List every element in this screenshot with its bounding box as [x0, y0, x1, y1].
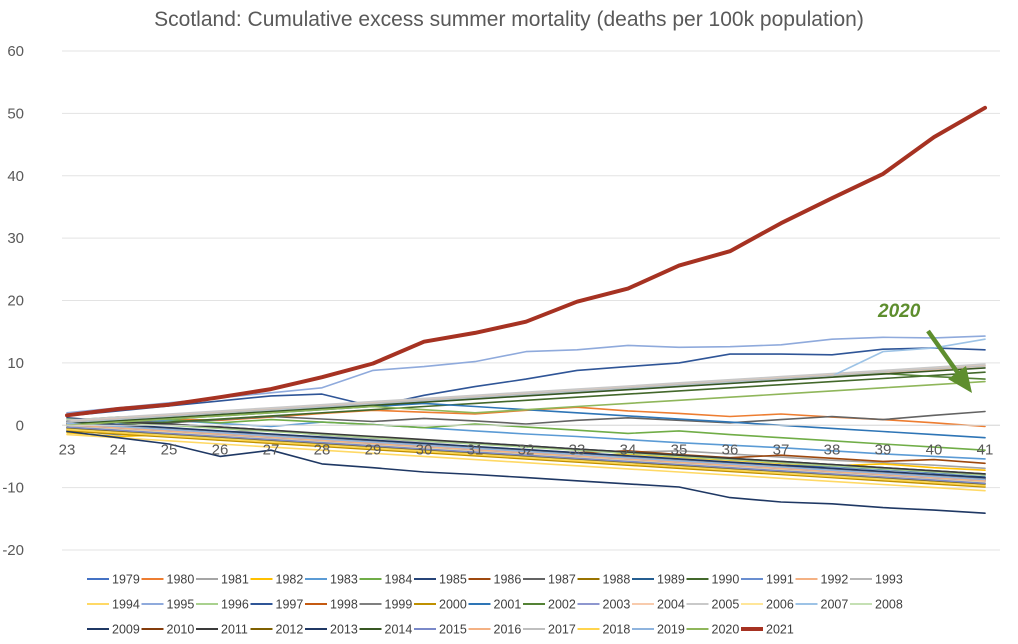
- x-tick-label: 26: [212, 441, 229, 458]
- legend-label-1988: 1988: [603, 573, 631, 587]
- legend-label-2018: 2018: [603, 623, 631, 637]
- legend-label-2000: 2000: [439, 598, 467, 612]
- y-axis-ticks: -20 -10 0 10 20 30 40 50 60: [2, 43, 24, 559]
- x-tick-label: 24: [110, 441, 127, 458]
- legend-label-2003: 2003: [603, 598, 631, 612]
- y-tick-label: -10: [2, 480, 24, 497]
- series-line-2015: [66, 426, 986, 485]
- series-line-2009: [66, 430, 986, 515]
- legend-label-1989: 1989: [657, 573, 685, 587]
- x-tick-label: 23: [59, 441, 76, 458]
- legend-label-1985: 1985: [439, 573, 467, 587]
- legend-label-2016: 2016: [494, 623, 522, 637]
- x-tick-label: 34: [620, 441, 637, 458]
- series-line-1996: [66, 418, 986, 476]
- legend-label-1995: 1995: [167, 598, 195, 612]
- x-tick-label: 38: [824, 441, 841, 458]
- series-line-2016: [66, 423, 986, 482]
- series-line-1990: [66, 371, 986, 426]
- series-lines: [65, 105, 987, 515]
- x-tick-label: 25: [161, 441, 178, 458]
- x-axis-ticks: 23 24 25 26 27 28 29 30 31 32 33 34 35 36 37 38 39 40 41: [59, 441, 994, 458]
- series-line-1997: [66, 347, 986, 417]
- y-tick-label: 20: [7, 293, 24, 310]
- legend-label-1990: 1990: [712, 573, 740, 587]
- x-tick-label: 27: [263, 441, 280, 458]
- x-tick-label: 30: [416, 441, 433, 458]
- series-line-1994: [66, 433, 986, 492]
- legend-label-2001: 2001: [494, 598, 522, 612]
- y-tick-label: 50: [7, 105, 24, 122]
- x-tick-label: 37: [773, 441, 790, 458]
- legend-label-2004: 2004: [657, 598, 685, 612]
- y-tick-label: 30: [7, 230, 24, 247]
- legend-label-2021: 2021: [766, 623, 794, 637]
- series-line-2005: [66, 363, 986, 422]
- series-line-2017: [66, 365, 986, 423]
- annotation-arrowhead: [948, 366, 972, 393]
- legend-label-1998: 1998: [330, 598, 358, 612]
- legend-label-1983: 1983: [330, 573, 358, 587]
- y-tick-label: 10: [7, 355, 24, 372]
- y-tick-label: 0: [16, 417, 24, 434]
- legend-label-1987: 1987: [548, 573, 576, 587]
- legend-label-1996: 1996: [221, 598, 249, 612]
- legend-label-2020: 2020: [712, 623, 740, 637]
- legend-label-2019: 2019: [657, 623, 685, 637]
- legend-label-2007: 2007: [821, 598, 849, 612]
- legend-label-2005: 2005: [712, 598, 740, 612]
- annotation-arrow: [926, 329, 962, 378]
- series-line-2013: [66, 420, 986, 479]
- legend-label-1986: 1986: [494, 573, 522, 587]
- legend-label-1999: 1999: [385, 598, 413, 612]
- x-tick-label: 28: [314, 441, 331, 458]
- y-tick-label: 60: [7, 43, 24, 60]
- series-line-1984: [66, 416, 986, 452]
- legend-label-2002: 2002: [548, 598, 576, 612]
- legend-label-1982: 1982: [276, 573, 304, 587]
- series-line-2020: [66, 380, 986, 427]
- legend-label-2010: 2010: [167, 623, 195, 637]
- y-tick-label: 40: [7, 168, 24, 185]
- legend-label-2013: 2013: [330, 623, 358, 637]
- x-tick-label: 31: [467, 441, 484, 458]
- legend-label-2015: 2015: [439, 623, 467, 637]
- legend-label-1997: 1997: [276, 598, 304, 612]
- x-tick-label: 29: [365, 441, 382, 458]
- legend-label-2006: 2006: [766, 598, 794, 612]
- annotation-label: 2020: [877, 301, 921, 322]
- legend-label-1993: 1993: [875, 573, 903, 587]
- series-line-2018: [66, 428, 986, 487]
- series-line-2014: [66, 367, 986, 425]
- legend: 1979 1980 1981 1982 1983 1984 1985 1986 1987 1988…: [87, 573, 903, 637]
- legend-label-2012: 2012: [276, 623, 304, 637]
- annotation: 2020: [877, 301, 972, 393]
- x-tick-label: 35: [671, 441, 688, 458]
- legend-label-1984: 1984: [385, 573, 413, 587]
- series-line-2000: [66, 430, 986, 488]
- legend-label-2008: 2008: [875, 598, 903, 612]
- legend-label-1979: 1979: [112, 573, 140, 587]
- series-line-2011: [66, 421, 986, 475]
- legend-label-1980: 1980: [167, 573, 195, 587]
- legend-label-1981: 1981: [221, 573, 249, 587]
- legend-label-2011: 2011: [221, 623, 248, 637]
- series-line-2019: [66, 422, 986, 481]
- legend-label-1992: 1992: [821, 573, 849, 587]
- legend-label-2017: 2017: [548, 623, 576, 637]
- legend-label-2014: 2014: [385, 623, 413, 637]
- x-tick-label: 32: [518, 441, 535, 458]
- chart-title: Scotland: Cumulative excess summer morta…: [154, 8, 864, 31]
- series-line-2021: [65, 105, 987, 418]
- legend-label-2009: 2009: [112, 623, 140, 637]
- x-tick-label: 41: [977, 441, 994, 458]
- x-tick-label: 39: [875, 441, 892, 458]
- legend-label-1994: 1994: [112, 598, 140, 612]
- x-tick-label: 33: [569, 441, 586, 458]
- x-tick-label: 36: [722, 441, 739, 458]
- y-tick-label: -20: [2, 542, 24, 559]
- x-tick-label: 40: [926, 441, 943, 458]
- legend-label-1991: 1991: [766, 573, 794, 587]
